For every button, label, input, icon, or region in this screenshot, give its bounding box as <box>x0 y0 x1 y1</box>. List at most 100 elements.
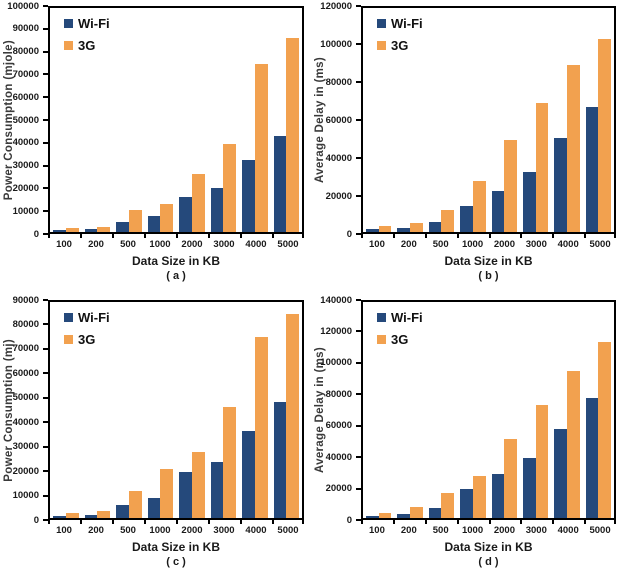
bar-wifi-100 <box>53 229 66 232</box>
x-tick-label: 1000 <box>149 239 171 250</box>
legend-swatch-3g-icon <box>377 41 386 50</box>
bar-group-500 <box>426 302 457 518</box>
bar-wifi-100 <box>366 229 379 232</box>
y-tick-mark <box>43 27 48 30</box>
bar-wifi-100 <box>366 515 379 518</box>
bar-3g-200 <box>97 510 110 518</box>
y-tick-mark <box>356 299 361 301</box>
x-tick-mark <box>80 234 82 238</box>
x-tick-label: 200 <box>400 239 417 250</box>
x-tick-label: 1000 <box>461 525 484 536</box>
x-tick-mark <box>240 520 242 524</box>
y-tick-label: 40000 <box>325 152 352 164</box>
x-tick-label: 2000 <box>493 525 515 536</box>
bar-group-3000 <box>520 8 551 232</box>
bars-container <box>50 8 302 232</box>
x-tick-mark <box>144 234 146 238</box>
y-tick-label: 70000 <box>12 68 39 80</box>
bar-group-1000 <box>457 8 488 232</box>
legend-swatch-wifi-icon <box>64 313 73 322</box>
y-tick-label: 80000 <box>12 318 39 330</box>
x-tick-mark <box>424 520 427 524</box>
bar-3g-1000 <box>472 476 486 518</box>
y-tick-mark <box>356 456 361 459</box>
x-tick-mark <box>392 234 395 238</box>
y-tick-mark <box>43 519 48 521</box>
x-tick-labels: 100 200 500 1000 2000 3000 4000 5000 <box>361 239 616 250</box>
y-tick-label: 60000 <box>325 420 352 432</box>
x-tick-label: 3000 <box>525 525 547 536</box>
x-tick-label: 3000 <box>213 239 235 250</box>
x-tick-label: 500 <box>120 525 136 536</box>
bar-group-200 <box>82 302 114 518</box>
x-tick-mark <box>208 520 210 524</box>
bar-wifi-2000 <box>491 190 505 232</box>
y-tick-mark <box>43 372 48 375</box>
x-tick-mark <box>272 234 274 238</box>
x-tick-label: 2000 <box>181 239 203 250</box>
x-tick-label: 2000 <box>493 239 515 250</box>
y-tick-mark <box>356 361 361 364</box>
bar-3g-500 <box>441 209 455 232</box>
y-tick-mark <box>356 233 361 235</box>
y-tick-mark <box>356 195 361 197</box>
bar-group-100 <box>363 8 394 232</box>
x-axis-title: Data Size in KB <box>444 254 533 268</box>
bar-3g-100 <box>378 226 392 232</box>
bar-wifi-3000 <box>210 461 224 518</box>
bar-wifi-1000 <box>147 498 161 518</box>
bar-3g-500 <box>441 493 455 518</box>
bar-wifi-500 <box>428 507 442 518</box>
bar-group-3000 <box>208 302 240 518</box>
x-tick-mark <box>302 520 304 524</box>
y-tick-mark <box>356 5 361 7</box>
bar-wifi-4000 <box>554 138 567 232</box>
y-tick-label: 60000 <box>12 91 39 103</box>
bar-wifi-200 <box>397 227 411 232</box>
legend-label-3g: 3G <box>78 38 96 53</box>
bar-group-500 <box>426 8 457 232</box>
bar-3g-5000 <box>286 314 299 518</box>
legend-swatch-3g-icon <box>64 41 73 50</box>
x-tick-label: 5000 <box>277 239 299 250</box>
bar-wifi-5000 <box>585 397 599 518</box>
bar-3g-200 <box>410 507 423 518</box>
bar-wifi-5000 <box>273 402 287 518</box>
bar-group-5000 <box>271 302 303 518</box>
bar-wifi-1000 <box>460 489 473 518</box>
x-tick-label: 100 <box>369 239 385 250</box>
x-tick-mark <box>48 520 50 524</box>
x-tick-label: 100 <box>56 239 72 250</box>
y-tick-mark <box>43 141 48 144</box>
y-tick-label: 90000 <box>12 294 39 306</box>
y-tick-label: 0 <box>346 228 352 240</box>
x-tick-label: 3000 <box>213 525 235 536</box>
x-tick-label: 5000 <box>589 239 611 250</box>
y-tick-mark <box>43 5 48 7</box>
x-tick-mark <box>144 520 146 524</box>
chart-d: Average Delay in (ms) Wi-Fi 3G 100 200 500… <box>311 290 623 581</box>
bar-3g-3000 <box>535 102 549 232</box>
bar-group-200 <box>82 8 114 232</box>
y-tick-label: 0 <box>33 228 39 240</box>
y-tick-label: 80000 <box>325 76 352 88</box>
bar-3g-4000 <box>254 337 268 518</box>
x-tick-label: 4000 <box>557 239 579 250</box>
y-tick-mark <box>43 233 48 235</box>
y-tick-mark <box>43 210 48 213</box>
bar-wifi-100 <box>53 515 66 518</box>
y-tick-label: 30000 <box>12 160 39 172</box>
y-tick-label: 100000 <box>320 38 352 50</box>
bar-wifi-4000 <box>554 428 567 518</box>
bar-wifi-2000 <box>491 473 505 518</box>
chart-caption: ( c ) <box>166 556 186 568</box>
bar-group-2000 <box>489 302 520 518</box>
x-tick-mark <box>80 520 82 524</box>
legend-item-3g: 3G <box>64 332 110 347</box>
x-tick-label: 3000 <box>525 239 547 250</box>
bar-group-2000 <box>176 302 208 518</box>
x-tick-mark <box>272 520 274 524</box>
x-tick-label: 200 <box>88 239 104 250</box>
x-tick-labels: 100 200 500 1000 2000 3000 4000 5000 <box>48 525 304 536</box>
bar-group-5000 <box>583 302 614 518</box>
